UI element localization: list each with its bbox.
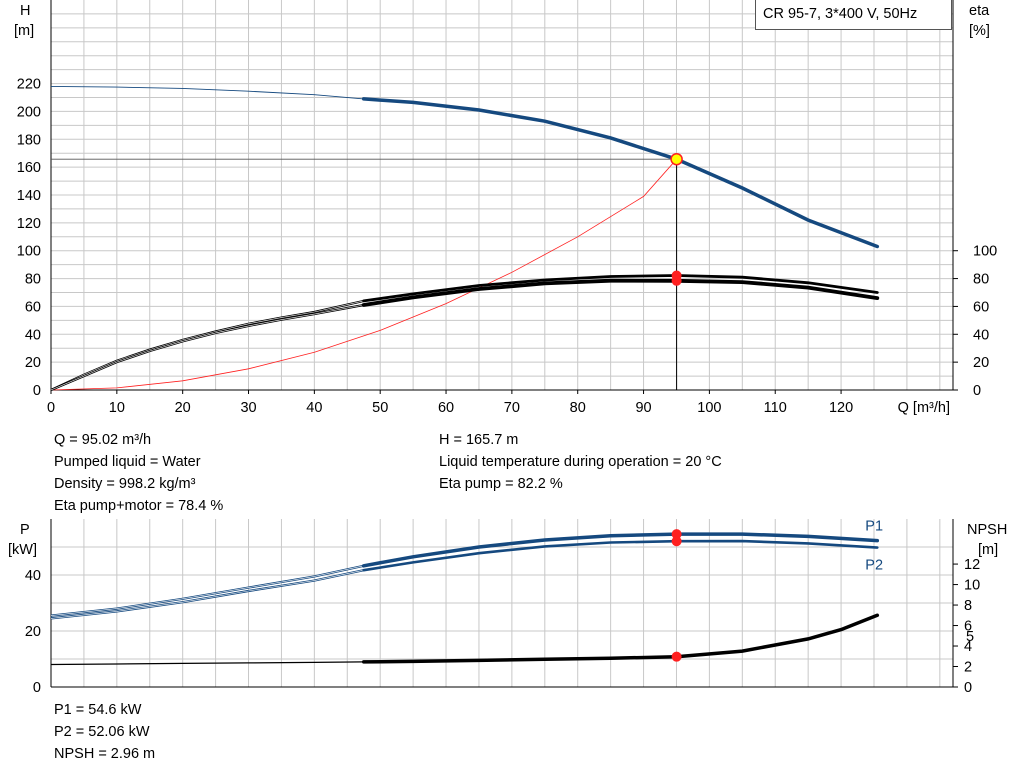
eta-pump-curve-thin-inner	[50, 300, 364, 391]
npsh-curve-thick	[361, 613, 880, 664]
info-npsh: NPSH = 2.96 m	[54, 746, 156, 762]
y-left-tick-label: 180	[17, 132, 41, 148]
y-left-tick-label: 120	[17, 216, 41, 232]
p2-curve-thin-inner	[50, 569, 364, 619]
info-p2: P2 = 52.06 kW	[54, 724, 150, 740]
info-flow: Q = 95.02 m³/h	[54, 432, 152, 448]
operating-point-marker	[670, 152, 683, 166]
y-left-tick-label: 100	[17, 244, 41, 260]
eta-pump-curve-thick	[362, 274, 879, 303]
system-curve-line	[50, 158, 677, 391]
y-left-tick-label: 160	[17, 160, 41, 176]
y-right-tick-label: 8	[964, 598, 972, 614]
y-left-tick-label: 0	[33, 383, 41, 399]
y-right-axis-label: NPSH	[967, 522, 1007, 538]
x-tick-label: 30	[240, 400, 256, 416]
chart-title: CR 95-7, 3*400 V, 50Hz	[755, 0, 952, 30]
x-tick-label: 120	[829, 400, 853, 416]
head-curve-thick	[361, 97, 880, 249]
x-tick-label: 20	[175, 400, 191, 416]
y-right-tick-label: 40	[973, 327, 989, 343]
y-left-tick-label: 220	[17, 77, 41, 93]
y-right-tick-label: 20	[973, 355, 989, 371]
eta-pump-motor-curve-thick	[361, 278, 880, 307]
info-eta-pump-motor: Eta pump+motor = 78.4 %	[54, 498, 224, 514]
x-tick-label: 40	[306, 400, 322, 416]
y-left-axis-label: P	[20, 522, 30, 538]
y-right-tick-label: 60	[973, 299, 989, 315]
y-right-tick-label: 10	[964, 578, 980, 594]
y-left-tick-label: 140	[17, 188, 41, 204]
x-tick-label: 80	[570, 400, 586, 416]
x-tick-label: 10	[109, 400, 125, 416]
y-right-tick-label: 2	[964, 660, 972, 676]
x-tick-label: 60	[438, 400, 454, 416]
x-tick-label: 0	[47, 400, 55, 416]
series-label-p2: P2	[865, 558, 883, 574]
power-npsh-chart: 0 20 40 P [kW] 0 2 4 6 8 10 12 5 NPSH [m] P1 P2	[8, 519, 1007, 696]
y-right-tick-label: 6	[964, 619, 972, 635]
info-top-right: H = 165.7 m Liquid temperature during op…	[439, 429, 722, 495]
x-tick-label: 90	[635, 400, 651, 416]
p1-point-marker	[671, 529, 682, 540]
head-curve-thin	[50, 85, 364, 100]
x-tick-label: 70	[504, 400, 520, 416]
head-efficiency-chart: 0 10 20 30 40 50 60 70 80 90 100 110 120 Q [m³/h] 0 20 4…	[14, 0, 997, 416]
info-liquid-temperature: Liquid temperature during operation = 20…	[439, 454, 722, 470]
y-right-tick-label: 0	[973, 383, 981, 399]
y-left-tick-label: 40	[25, 327, 41, 343]
x-tick-label: 50	[372, 400, 388, 416]
y-left-tick-label: 0	[33, 680, 41, 696]
eta-pump-motor-point-marker	[671, 275, 682, 286]
y-left-tick-label: 40	[25, 568, 41, 584]
p1-curve-thin-inner	[50, 565, 364, 616]
y-left-axis-label: H	[20, 3, 30, 19]
info-pumped-liquid: Pumped liquid = Water	[54, 454, 201, 470]
info-bottom: P1 = 54.6 kW P2 = 52.06 kW NPSH = 2.96 m	[54, 699, 155, 765]
eta-pump-motor-curve-thin-outline	[50, 303, 364, 392]
info-head: H = 165.7 m	[439, 432, 519, 448]
npsh-point-marker	[671, 651, 682, 662]
y-right-tick-label: 4	[964, 639, 972, 655]
y-left-tick-label: 20	[25, 355, 41, 371]
y-left-tick-label: 200	[17, 104, 41, 120]
p1-curve-thin-outline	[50, 564, 364, 617]
series-label-p1: P1	[865, 519, 883, 535]
y-right-tick-label: 100	[973, 244, 997, 260]
y-right-axis-label: eta	[969, 3, 990, 19]
eta-pump-motor-curve-thin-inner	[50, 304, 364, 391]
info-top-left: Q = 95.02 m³/h Pumped liquid = Water Den…	[54, 429, 223, 517]
y-right-tick-label: 12	[964, 557, 980, 573]
info-eta-pump: Eta pump = 82.2 %	[439, 476, 563, 492]
y-right-tick-label: 80	[973, 272, 989, 288]
info-density: Density = 998.2 kg/m³	[54, 476, 196, 492]
y-left-tick-label: 20	[25, 624, 41, 640]
y-right-minor-tick-label: 5	[966, 629, 974, 645]
x-tick-label: 110	[764, 400, 787, 416]
p1-curve-thick	[361, 532, 880, 568]
y-left-tick-label: 60	[25, 299, 41, 315]
x-axis-label: Q [m³/h]	[898, 400, 950, 416]
info-p1: P1 = 54.6 kW	[54, 702, 142, 718]
y-left-axis-unit: [kW]	[8, 542, 37, 558]
npsh-curve-thin	[50, 661, 364, 666]
y-right-axis-unit: [%]	[969, 23, 990, 39]
y-left-axis-unit: [m]	[14, 23, 34, 39]
y-right-axis-unit: [m]	[978, 542, 998, 558]
p2-point-marker	[671, 536, 682, 547]
y-left-tick-label: 80	[25, 272, 41, 288]
p2-curve-thick	[362, 539, 879, 572]
y-right-tick-label: 0	[964, 680, 972, 696]
x-tick-label: 100	[697, 400, 721, 416]
